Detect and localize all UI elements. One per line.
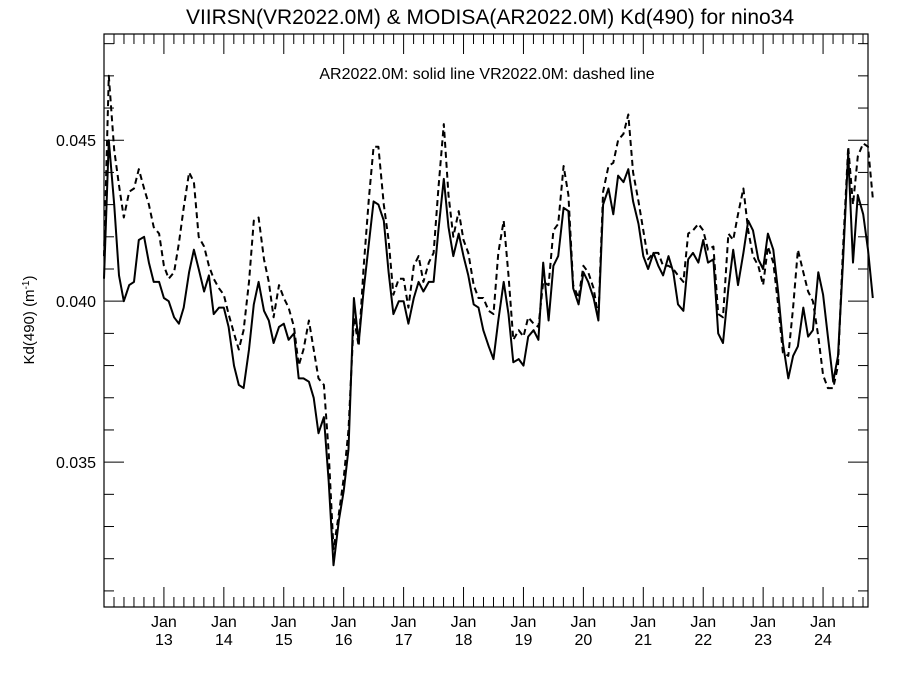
data-series — [103, 74, 874, 567]
y-axis-label: Kd(490) (m-1) — [21, 276, 38, 365]
chart-title: VIIRSN(VR2022.0M) & MODISA(AR2022.0M) Kd… — [186, 6, 794, 29]
x-tick-label-month: Jan — [391, 614, 417, 631]
x-tick-label-month: Jan — [271, 614, 297, 631]
line-style-annotation: AR2022.0M: solid line VR2022.0M: dashed … — [319, 66, 654, 83]
x-tick-label-year: 14 — [215, 632, 233, 649]
x-tick-label-month: Jan — [451, 614, 477, 631]
x-tick-label-month: Jan — [630, 614, 656, 631]
x-tick-label-month: Jan — [750, 614, 776, 631]
x-tick-label-year: 22 — [694, 632, 712, 649]
x-tick-label-month: Jan — [331, 614, 357, 631]
y-axis-label-text: Kd(490) (m — [21, 289, 38, 364]
x-tick-label-year: 18 — [455, 632, 473, 649]
x-tick-label-month: Jan — [511, 614, 537, 631]
x-tick-label-month: Jan — [570, 614, 596, 631]
x-tick-label-month: Jan — [151, 614, 177, 631]
axes: 0.0350.0400.045Jan13Jan14Jan15Jan16Jan17… — [56, 34, 868, 649]
x-tick-label-year: 17 — [395, 632, 413, 649]
y-tick-label: 0.040 — [56, 294, 96, 311]
x-tick-label-year: 20 — [574, 632, 592, 649]
x-tick-label-year: 21 — [634, 632, 652, 649]
plot-frame — [103, 33, 869, 608]
y-tick-label: 0.035 — [56, 455, 96, 472]
x-tick-label-month: Jan — [211, 614, 237, 631]
y-axis-label-exponent: -1 — [21, 280, 32, 289]
x-tick-label-year: 23 — [754, 632, 772, 649]
x-tick-label-year: 16 — [335, 632, 353, 649]
x-tick-label-year: 13 — [155, 632, 173, 649]
y-axis-label-close: ) — [21, 276, 38, 281]
series-line-dashed — [103, 74, 874, 551]
y-tick-label: 0.045 — [56, 133, 96, 150]
x-tick-label-year: 15 — [275, 632, 293, 649]
series-line-solid — [103, 139, 874, 567]
x-tick-label-month: Jan — [690, 614, 716, 631]
x-tick-label-year: 24 — [814, 632, 832, 649]
x-tick-label-year: 19 — [515, 632, 533, 649]
x-tick-label-month: Jan — [810, 614, 836, 631]
